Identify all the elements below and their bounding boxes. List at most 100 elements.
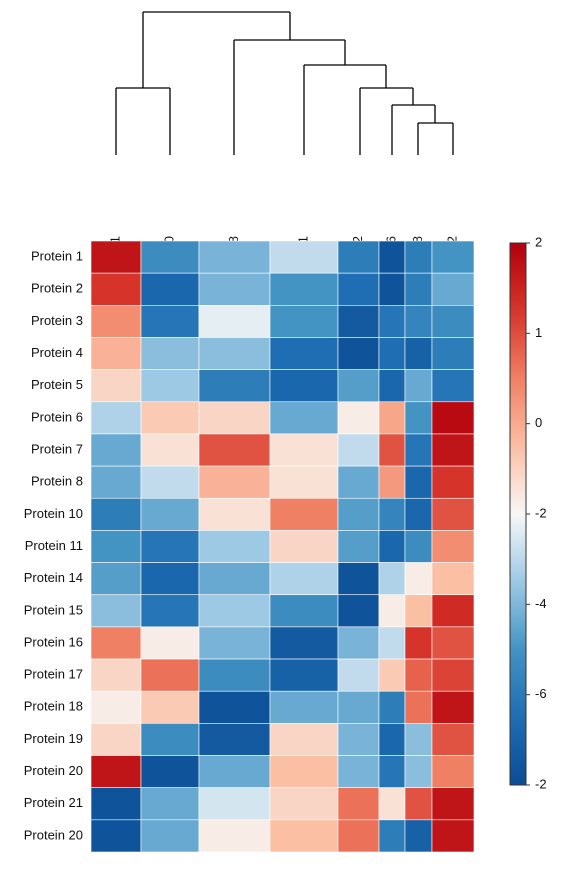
- heatmap-cell: [269, 530, 339, 563]
- heatmap-cell: [269, 562, 339, 596]
- row-label: Protein 20: [24, 827, 83, 842]
- heatmap-cell: [337, 658, 380, 692]
- heatmap-cell: [378, 465, 406, 499]
- heatmap-cell: [198, 787, 271, 821]
- heatmap-cell: [198, 562, 271, 596]
- heatmap-cell: [404, 305, 433, 338]
- heatmap-cell: [337, 369, 380, 403]
- heatmap-cell: [431, 562, 475, 596]
- heatmap-cell: [337, 337, 380, 370]
- heatmap-cell: [378, 337, 406, 370]
- heatmap-cell: [269, 723, 339, 756]
- heatmap-cell: [198, 465, 271, 499]
- heatmap-cell: [431, 594, 475, 628]
- colorbar-tick-label: 0: [535, 415, 542, 430]
- heatmap-cell: [90, 272, 142, 306]
- heatmap-cell: [431, 305, 475, 338]
- heatmap-cell: [198, 530, 271, 563]
- row-label: Protein 5: [31, 377, 83, 392]
- dendrogram: [115, 11, 454, 155]
- heatmap-cell: [140, 337, 200, 370]
- heatmap-cell: [269, 433, 339, 467]
- row-label: Protein 8: [31, 474, 83, 489]
- heatmap-cell: [404, 240, 433, 274]
- heatmap-cell: [269, 497, 339, 531]
- row-label: Protein 10: [24, 506, 83, 521]
- heatmap-cell: [269, 337, 339, 370]
- heatmap-cell: [404, 658, 433, 692]
- row-label: Protein 3: [31, 313, 83, 328]
- heatmap-cell: [90, 337, 142, 370]
- row-label: Protein 19: [24, 731, 83, 746]
- heatmap-cell: [431, 819, 475, 853]
- heatmap-cell: [140, 755, 200, 788]
- heatmap-cell: [90, 562, 142, 596]
- heatmap-cell: [90, 787, 142, 821]
- heatmap-cell: [140, 626, 200, 660]
- colorbar-tick-label: -4: [535, 596, 547, 611]
- heatmap-cell: [198, 369, 271, 403]
- heatmap-cell: [269, 272, 339, 306]
- heatmap-cell: [431, 433, 475, 467]
- heatmap-cell: [378, 272, 406, 306]
- heatmap-cell: [337, 626, 380, 660]
- heatmap-cell: [198, 594, 271, 628]
- heatmap-cell: [404, 465, 433, 499]
- heatmap-cell: [140, 433, 200, 467]
- heatmap-cell: [404, 690, 433, 724]
- heatmap-cell: [269, 658, 339, 692]
- heatmap-cell: [337, 530, 380, 563]
- heatmap-cell: [431, 626, 475, 660]
- heatmap-cell: [90, 626, 142, 660]
- heatmap-cell: [337, 787, 380, 821]
- heatmap-cell: [404, 401, 433, 435]
- heatmap-cell: [269, 240, 339, 274]
- heatmap-cell: [431, 465, 475, 499]
- heatmap-cell: [337, 433, 380, 467]
- colorbar-tick-label: -2: [535, 776, 547, 791]
- heatmap-cell: [140, 272, 200, 306]
- heatmap-cell: [140, 530, 200, 563]
- heatmap-cell: [337, 690, 380, 724]
- heatmap-cell: [90, 690, 142, 724]
- heatmap-cell: [378, 497, 406, 531]
- heatmap-cell: [269, 626, 339, 660]
- heatmap-cell: [431, 690, 475, 724]
- row-label: Protein 18: [24, 699, 83, 714]
- row-label: Protein 15: [24, 602, 83, 617]
- heatmap-cell: [198, 723, 271, 756]
- heatmap-cell: [404, 626, 433, 660]
- heatmap-cell: [90, 723, 142, 756]
- heatmap-cell: [140, 465, 200, 499]
- heatmap-cell: [269, 690, 339, 724]
- heatmap-cell: [140, 690, 200, 724]
- heatmap-cell: [378, 658, 406, 692]
- heatmap-cell: [404, 530, 433, 563]
- heatmap-cell: [90, 755, 142, 788]
- heatmap-cell: [378, 755, 406, 788]
- heatmap-cell: [269, 369, 339, 403]
- heatmap-cell: [90, 594, 142, 628]
- heatmap-cell: [140, 787, 200, 821]
- heatmap-cell: [90, 305, 142, 338]
- heatmap-cell: [140, 658, 200, 692]
- heatmap-cell: [90, 819, 142, 853]
- heatmap-cell: [337, 562, 380, 596]
- row-label: Protein 11: [25, 538, 83, 553]
- heatmap-cell: [337, 401, 380, 435]
- heatmap-cell: [337, 305, 380, 338]
- heatmap-cell: [140, 819, 200, 853]
- heatmap-cell: [337, 594, 380, 628]
- row-label: Protein 21: [24, 795, 83, 810]
- heatmap-cell: [378, 401, 406, 435]
- row-label: Protein 16: [24, 634, 83, 649]
- heatmap-cell: [140, 240, 200, 274]
- heatmap-cell: [337, 465, 380, 499]
- colorbar: [509, 242, 527, 786]
- heatmap-cell: [404, 497, 433, 531]
- heatmap-cell: [90, 530, 142, 563]
- heatmap-cell: [337, 240, 380, 274]
- heatmap-cell: [404, 787, 433, 821]
- heatmap-cell: [90, 401, 142, 435]
